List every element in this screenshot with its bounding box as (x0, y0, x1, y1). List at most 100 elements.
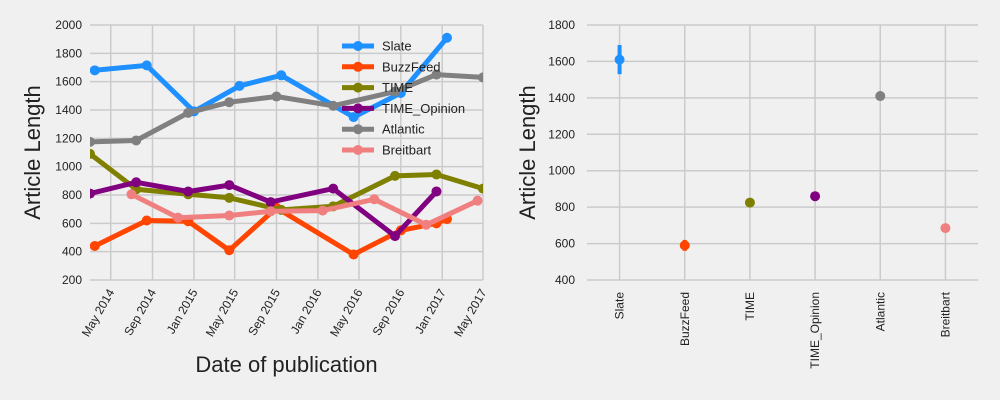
data-point-slate (90, 65, 100, 76)
x-tick-label: Jan 2017 (412, 286, 449, 336)
data-point-buzzfeed (348, 249, 359, 260)
x-tick-label: May 2014 (79, 286, 118, 339)
plot-area (587, 25, 978, 280)
x-tick-label: Slate (613, 292, 627, 320)
y-tick-label: 800 (62, 188, 82, 202)
x-tick-label: BuzzFeed (678, 292, 692, 346)
y-tick-label: 1200 (548, 127, 575, 141)
series-line-breitbart (128, 191, 481, 228)
legend-label-atlantic: Atlantic (382, 122, 425, 137)
data-point-slate (234, 80, 245, 91)
y-tick-label: 400 (62, 245, 82, 259)
series-line-time-opinion (90, 179, 439, 239)
data-point-atlantic (131, 135, 142, 146)
data-point-atlantic (328, 100, 339, 111)
data-point-breitbart (940, 223, 951, 234)
data-point-breitbart (317, 205, 328, 216)
y-axis-label: Article Length (20, 85, 45, 220)
data-point-slate (441, 32, 452, 43)
legend-label-time-opinion: TIME_Opinion (382, 101, 465, 116)
data-point-slate (614, 54, 625, 65)
x-tick-label: Atlantic (873, 292, 887, 331)
data-point-time (390, 170, 401, 181)
legend-marker-atlantic (353, 124, 363, 135)
x-tick-label: Breitbart (938, 291, 952, 337)
legend-label-time: TIME (382, 80, 413, 95)
data-point-time-opinion (431, 186, 442, 197)
data-point-time (744, 197, 755, 208)
legend-marker-buzzfeed (353, 61, 363, 72)
data-point-time (90, 148, 95, 159)
y-tick-label: 2000 (55, 18, 82, 32)
data-point-buzzfeed (679, 240, 690, 251)
data-point-slate (348, 112, 359, 123)
data-point-time-opinion (328, 183, 339, 194)
data-point-time-opinion (131, 177, 142, 188)
data-point-breitbart (224, 210, 235, 221)
point-chart-panel: 400 600 800 1000 1200 1400 1600 1800 Slate BuzzFe… (515, 18, 978, 369)
x-tick-label: TIME_Opinion (808, 292, 822, 369)
data-point-atlantic (90, 136, 95, 147)
data-point-time-opinion (224, 180, 235, 191)
x-tick-label: May 2017 (451, 286, 490, 339)
y-tick-label: 1400 (548, 91, 575, 105)
data-point-buzzfeed (90, 241, 100, 251)
y-tick-label: 200 (62, 273, 82, 287)
legend-label-slate: Slate (382, 39, 412, 54)
legend-label-breitbart: Breitbart (382, 143, 432, 158)
legend-marker-time (353, 82, 363, 93)
legend-marker-slate (353, 41, 363, 51)
y-tick-label: 1600 (55, 75, 82, 89)
data-point-atlantic (271, 91, 282, 102)
data-point-atlantic (183, 107, 194, 118)
y-tick-label: 800 (555, 200, 575, 214)
data-point-time (431, 169, 442, 180)
plot-area (90, 25, 483, 280)
line-chart-panel: 200 400 600 800 1000 1200 1400 1600 1800 2000 May … (20, 18, 490, 377)
y-tick-label: 1000 (55, 160, 82, 174)
y-tick-label: 1800 (55, 46, 82, 60)
x-tick-label: May 2016 (327, 286, 366, 339)
data-point-time-opinion (183, 186, 194, 197)
y-tick-label: 600 (62, 216, 82, 230)
y-tick-label: 1200 (55, 131, 82, 145)
data-point-breitbart (172, 212, 183, 223)
x-tick-label: Jan 2016 (288, 286, 325, 336)
data-point-time-opinion (265, 197, 276, 208)
y-tick-label: 1400 (55, 103, 82, 117)
legend: Slate BuzzFeed TIME TIME_Opinion Atlantic Bre… (342, 39, 465, 158)
data-point-breitbart (421, 219, 432, 230)
series-line-slate (92, 35, 450, 120)
data-point-buzzfeed (141, 215, 152, 226)
x-tick-label: Sep 2016 (370, 286, 408, 338)
y-tick-label: 1800 (548, 18, 575, 32)
series-layer (90, 32, 483, 260)
data-point-breitbart (126, 189, 137, 200)
data-point-time (224, 192, 235, 203)
data-point-breitbart (265, 206, 276, 217)
data-point-time-opinion (390, 231, 401, 242)
x-tick-label: Jan 2015 (164, 286, 201, 336)
y-tick-label: 400 (555, 273, 575, 287)
y-tick-label: 1600 (548, 54, 575, 68)
data-point-atlantic (390, 86, 401, 97)
data-point-time-opinion (810, 191, 821, 202)
data-point-atlantic (478, 72, 483, 83)
x-tick-label: TIME (743, 292, 757, 321)
data-point-breitbart (472, 195, 483, 206)
data-point-slate (141, 60, 152, 71)
y-tick-label: 600 (555, 237, 575, 251)
y-tick-label: 1000 (548, 164, 575, 178)
data-point-time-opinion (90, 188, 95, 199)
data-point-breitbart (369, 194, 380, 205)
x-tick-label: Sep 2014 (121, 286, 159, 338)
legend-marker-breitbart (353, 145, 363, 155)
data-point-slate (276, 70, 287, 81)
data-point-atlantic (875, 91, 886, 102)
data-point-buzzfeed (224, 245, 235, 256)
data-point-time (478, 183, 483, 194)
x-tick-label: May 2015 (203, 286, 242, 339)
legend-marker-time-opinion (353, 103, 363, 114)
x-tick-label: Sep 2015 (245, 286, 283, 338)
